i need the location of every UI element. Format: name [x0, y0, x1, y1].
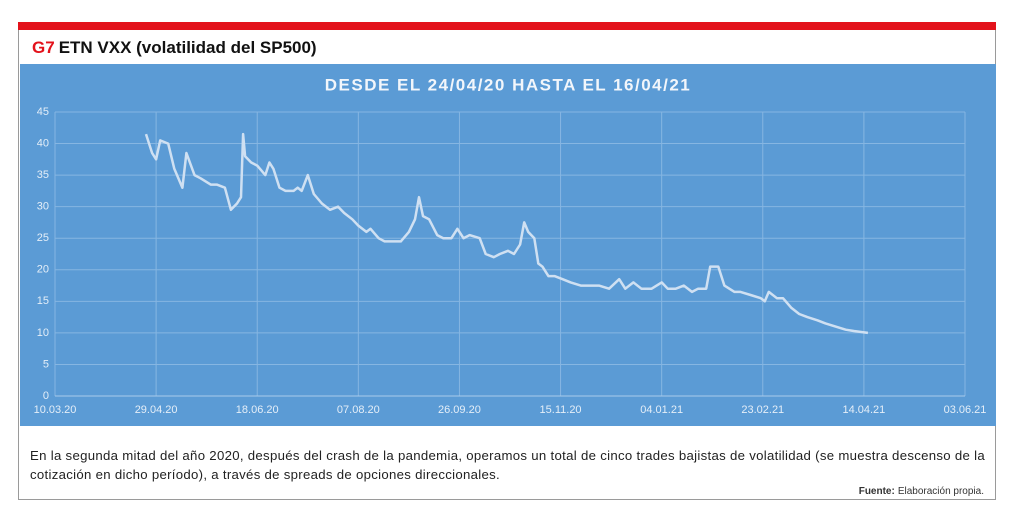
red-bar [18, 22, 996, 30]
figure-code: G7 [32, 38, 55, 57]
x-tick-label: 03.06.21 [944, 404, 987, 416]
y-tick-label: 5 [43, 358, 49, 370]
x-tick-label: 23.02.21 [741, 404, 784, 416]
source-text: Elaboración propia. [897, 486, 984, 497]
caption: En la segunda mitad del año 2020, despué… [30, 448, 985, 482]
source-label: Fuente: [858, 486, 895, 497]
y-tick-label: 15 [37, 295, 49, 307]
x-tick-label: 15.11.20 [540, 404, 582, 416]
y-tick-label: 35 [37, 169, 49, 181]
chart-background [20, 64, 996, 426]
y-tick-label: 20 [37, 264, 49, 276]
chart: DESDE EL 24/04/20 HASTA EL 16/04/21 0 5 10… [20, 64, 996, 426]
header: G7 ETN VXX (volatilidad del SP500) [32, 38, 317, 58]
x-tick-label: 07.08.20 [337, 404, 380, 416]
y-tick-label: 0 [43, 390, 49, 402]
figure-title: ETN VXX (volatilidad del SP500) [58, 38, 317, 57]
x-tick-label: 29.04.20 [135, 404, 178, 416]
y-tick-label: 10 [37, 327, 49, 339]
chart-title: DESDE EL 24/04/20 HASTA EL 16/04/21 [325, 75, 692, 94]
x-tick-label: 10.03.20 [34, 404, 77, 416]
x-tick-label: 18.06.20 [236, 404, 279, 416]
x-tick-label: 14.04.21 [842, 404, 885, 416]
data-line [144, 132, 869, 335]
x-tick-label: 04.01.21 [640, 404, 683, 416]
source: Fuente: Elaboración propia. [859, 486, 984, 497]
y-tick-label: 25 [37, 232, 49, 244]
y-tick-label: 30 [37, 201, 49, 213]
y-tick-label: 45 [37, 106, 49, 118]
y-tick-label: 40 [37, 137, 49, 149]
x-tick-label: 26.09.20 [438, 404, 481, 416]
